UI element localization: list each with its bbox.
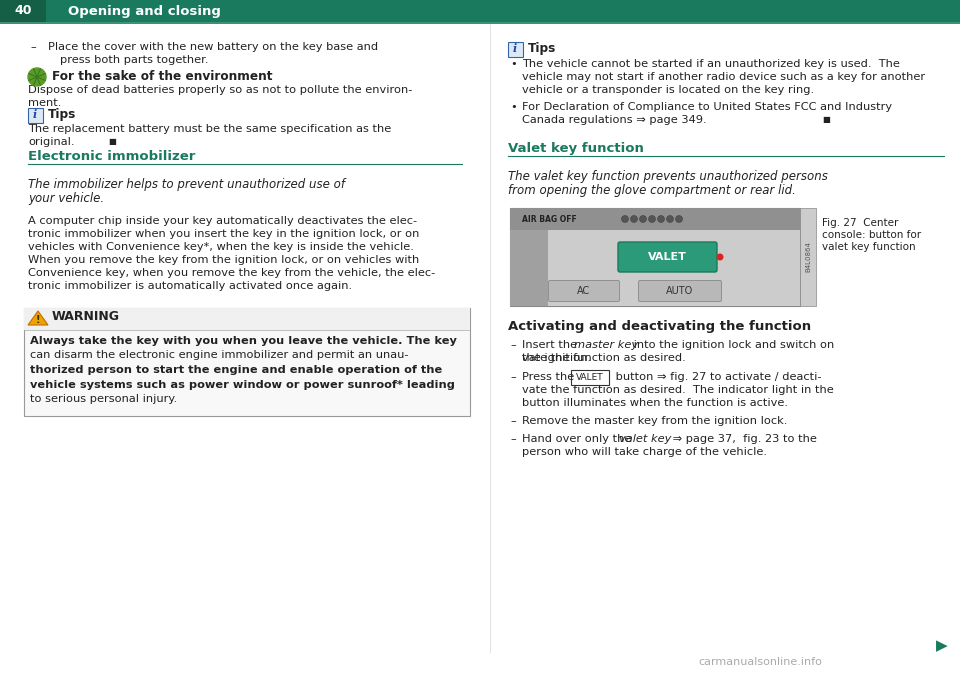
Bar — [510, 208, 800, 306]
Text: The immobilizer helps to prevent unauthorized use of: The immobilizer helps to prevent unautho… — [28, 178, 345, 191]
Text: Hand over only the: Hand over only the — [522, 434, 635, 444]
Text: 40: 40 — [14, 5, 32, 18]
Text: valet key function: valet key function — [822, 242, 916, 252]
Text: Convenience key, when you remove the key from the vehicle, the elec-: Convenience key, when you remove the key… — [28, 268, 435, 278]
Text: vehicle or a transponder is located on the key ring.: vehicle or a transponder is located on t… — [522, 85, 814, 95]
Text: For the sake of the environment: For the sake of the environment — [52, 70, 273, 83]
Text: Tips: Tips — [48, 108, 77, 121]
Text: ment.: ment. — [28, 98, 61, 108]
Text: tronic immobilizer when you insert the key in the ignition lock, or on: tronic immobilizer when you insert the k… — [28, 229, 420, 239]
Text: –: – — [510, 416, 516, 426]
Text: vate the function as desired.  The indicator light in the: vate the function as desired. The indica… — [522, 385, 833, 395]
Circle shape — [621, 216, 629, 222]
Text: B4L0864: B4L0864 — [805, 241, 811, 273]
Text: !: ! — [36, 315, 40, 325]
Text: Insert the: Insert the — [522, 340, 581, 350]
Text: person who will take charge of the vehicle.: person who will take charge of the vehic… — [522, 447, 767, 457]
Text: Press the: Press the — [522, 372, 578, 382]
Text: AUTO: AUTO — [666, 286, 694, 296]
Text: vehicle systems such as power window or power sunroof* leading: vehicle systems such as power window or … — [30, 379, 455, 390]
Text: ■: ■ — [108, 137, 116, 146]
Bar — [24, 308, 470, 330]
Text: •: • — [510, 102, 516, 112]
Text: When you remove the key from the ignition lock, or on vehicles with: When you remove the key from the ignitio… — [28, 255, 420, 265]
Text: i: i — [33, 109, 37, 120]
Text: Place the cover with the new battery on the key base and: Place the cover with the new battery on … — [48, 42, 378, 52]
Text: master key: master key — [574, 340, 638, 350]
Text: The replacement battery must be the same specification as the: The replacement battery must be the same… — [28, 124, 392, 134]
Bar — [0, 0, 46, 22]
Text: thorized person to start the engine and enable operation of the: thorized person to start the engine and … — [30, 365, 443, 375]
Text: –: – — [30, 42, 36, 52]
Circle shape — [649, 216, 656, 222]
Text: button ⇒ fig. 27 to activate / deacti-: button ⇒ fig. 27 to activate / deacti- — [612, 372, 822, 382]
Text: console: button for: console: button for — [822, 230, 922, 240]
Text: Remove the master key from the ignition lock.: Remove the master key from the ignition … — [522, 416, 787, 426]
FancyBboxPatch shape — [618, 242, 717, 272]
Text: ■: ■ — [822, 115, 829, 124]
FancyBboxPatch shape — [571, 370, 609, 385]
Text: •: • — [510, 59, 516, 69]
Text: Always take the key with you when you leave the vehicle. The key: Always take the key with you when you le… — [30, 336, 457, 346]
Text: Valet key function: Valet key function — [508, 142, 644, 155]
Text: valet key: valet key — [619, 434, 671, 444]
Text: Opening and closing: Opening and closing — [68, 5, 221, 18]
Circle shape — [676, 216, 683, 222]
Text: –: – — [510, 340, 516, 350]
Bar — [800, 208, 816, 306]
FancyBboxPatch shape — [508, 41, 522, 56]
Bar — [0, 0, 960, 22]
Text: AC: AC — [577, 286, 590, 296]
Circle shape — [716, 254, 724, 260]
Text: your vehicle.: your vehicle. — [28, 192, 104, 205]
Text: i: i — [513, 44, 517, 54]
Text: to serious personal injury.: to serious personal injury. — [30, 394, 178, 404]
Bar — [510, 208, 800, 230]
Polygon shape — [28, 311, 48, 325]
Bar — [24, 308, 470, 416]
Text: ▶: ▶ — [936, 639, 948, 653]
Text: button illuminates when the function is active.: button illuminates when the function is … — [522, 398, 788, 408]
Text: vate the function as desired.: vate the function as desired. — [522, 353, 689, 363]
Text: carmanualsonline.info: carmanualsonline.info — [698, 657, 822, 667]
Text: vehicles with Convenience key*, when the key is inside the vehicle.: vehicles with Convenience key*, when the… — [28, 242, 414, 252]
Bar — [510, 230, 548, 306]
Bar — [548, 230, 800, 306]
Text: For Declaration of Compliance to United States FCC and Industry: For Declaration of Compliance to United … — [522, 102, 892, 112]
Circle shape — [666, 216, 674, 222]
Circle shape — [631, 216, 637, 222]
Text: can disarm the electronic engine immobilizer and permit an unau-: can disarm the electronic engine immobil… — [30, 350, 409, 360]
FancyBboxPatch shape — [548, 280, 619, 301]
Text: AIR BAG OFF: AIR BAG OFF — [522, 214, 577, 224]
Text: into the ignition lock and switch on: into the ignition lock and switch on — [630, 340, 834, 350]
Text: from opening the glove compartment or rear lid.: from opening the glove compartment or re… — [508, 184, 796, 197]
Text: The vehicle cannot be started if an unauthorized key is used.  The: The vehicle cannot be started if an unau… — [522, 59, 900, 69]
Text: original.: original. — [28, 137, 75, 147]
Circle shape — [639, 216, 646, 222]
Text: vehicle may not start if another radio device such as a key for another: vehicle may not start if another radio d… — [522, 72, 925, 82]
Text: Dispose of dead batteries properly so as not to pollute the environ-: Dispose of dead batteries properly so as… — [28, 85, 413, 95]
Circle shape — [28, 68, 46, 86]
Text: Electronic immobilizer: Electronic immobilizer — [28, 150, 196, 163]
Text: tronic immobilizer is automatically activated once again.: tronic immobilizer is automatically acti… — [28, 281, 352, 291]
Text: The valet key function prevents unauthorized persons: The valet key function prevents unauthor… — [508, 170, 828, 183]
Text: –: – — [510, 434, 516, 444]
Text: Tips: Tips — [528, 42, 557, 55]
Text: A computer chip inside your key automatically deactivates the elec-: A computer chip inside your key automati… — [28, 216, 418, 226]
Text: VALET: VALET — [576, 373, 604, 382]
Text: the ignition.: the ignition. — [522, 353, 591, 363]
Text: –: – — [510, 372, 516, 382]
Text: WARNING: WARNING — [52, 310, 120, 323]
FancyBboxPatch shape — [638, 280, 722, 301]
Circle shape — [658, 216, 664, 222]
Text: press both parts together.: press both parts together. — [60, 55, 208, 65]
Text: Fig. 27  Center: Fig. 27 Center — [822, 218, 899, 228]
Text: Activating and deactivating the function: Activating and deactivating the function — [508, 320, 811, 333]
FancyBboxPatch shape — [28, 107, 42, 122]
Text: VALET: VALET — [648, 252, 687, 262]
Text: Canada regulations ⇒ page 349.: Canada regulations ⇒ page 349. — [522, 115, 707, 125]
Text: ⇒ page 37,  fig. 23 to the: ⇒ page 37, fig. 23 to the — [669, 434, 817, 444]
